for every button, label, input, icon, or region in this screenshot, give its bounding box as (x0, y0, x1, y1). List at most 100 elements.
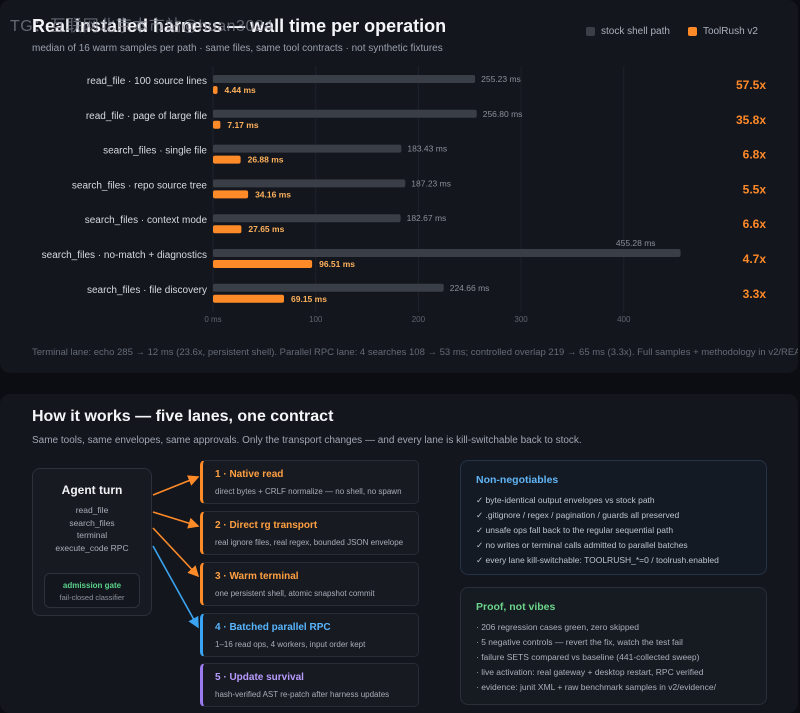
speedup-label: 35.8x (736, 113, 766, 127)
non-negotiable-item: ✓ every lane kill-switchable: TOOLRUSH_*… (476, 555, 719, 565)
non-negotiable-item: ✓ byte-identical output envelopes vs sto… (476, 495, 655, 505)
lane-description: hash-verified AST re-patch after harness… (215, 690, 390, 699)
proof-item: · 5 negative controls — revert the fix, … (476, 637, 683, 647)
stock-value-label: 183.43 ms (407, 144, 447, 154)
legend-item-stock: stock shell path (586, 26, 670, 37)
legend-item-toolrush: ToolRush v2 (687, 26, 758, 37)
lane-description: direct bytes + CRLF normalize — no shell… (215, 487, 402, 496)
stock-bar (213, 249, 681, 257)
lane-title: 4 · Batched parallel RPC (215, 622, 331, 633)
non-negotiables-title: Non-negotiables (476, 474, 559, 486)
agent-tool-item: execute_code RPC (55, 542, 129, 553)
speedup-label: 6.8x (743, 148, 767, 162)
lane-title: 5 · Update survival (215, 672, 304, 683)
lane-title: 2 · Direct rg transport (215, 520, 318, 531)
toolrush-value-label: 34.16 ms (255, 189, 291, 199)
proof-list: · 206 regression cases green, zero skipp… (476, 620, 766, 695)
toolrush-value-label: 96.51 ms (319, 259, 355, 269)
stock-value-label: 256.80 ms (483, 109, 523, 119)
proof-item: · failure SETS compared vs baseline (441… (476, 652, 700, 662)
stock-value-label: 182.67 ms (407, 213, 447, 223)
bar-chart-plot: 0 ms 100 200 300 400 read_file · 100 source l… (42, 66, 767, 324)
lane-description: one persistent shell, atomic snapshot co… (215, 589, 375, 598)
speedup-label: 4.7x (743, 252, 767, 266)
chart-footnote: Terminal lane: echo 285 → 12 ms (23.6x, … (32, 347, 798, 358)
agent-tool-item: read_file (75, 505, 109, 515)
toolrush-value-label: 27.65 ms (248, 224, 284, 234)
legend-swatch-toolrush (687, 27, 697, 36)
arrow-to-lane-4 (152, 545, 199, 629)
agent-turn-title: Agent turn (61, 483, 123, 497)
legend-swatch-stock (586, 27, 595, 36)
speedup-label: 57.5x (736, 78, 766, 92)
non-negotiable-item: ✓ no writes or terminal calls admitted t… (476, 540, 688, 550)
category-label: search_files · single file (103, 146, 207, 157)
lane-update-survival: 5 · Update survival hash-verified AST re… (200, 663, 419, 707)
stock-bar (213, 283, 444, 292)
toolrush-bar (213, 190, 249, 199)
non-negotiables-list: ✓ byte-identical output envelopes vs sto… (476, 493, 766, 568)
proof-item: · live activation: real gateway + deskto… (476, 667, 704, 677)
arrow-to-lane-3 (152, 527, 200, 578)
toolrush-bar (213, 294, 285, 303)
x-tick-label: 400 (617, 315, 631, 324)
stock-value-label: 255.23 ms (481, 74, 521, 84)
proof-item: · evidence: junit XML + raw benchmark sa… (476, 682, 716, 692)
admission-gate-box: admission gate fail-closed classifier (44, 573, 140, 608)
x-tick-label: 200 (412, 315, 426, 324)
agent-tool-item: terminal (76, 530, 108, 540)
non-negotiable-item: ✓ unsafe ops fall back to the regular se… (476, 525, 674, 535)
lane-arrows (152, 475, 200, 629)
lane-description: 1–16 read ops, 4 workers, input order ke… (215, 640, 366, 649)
proof-title: Proof, not vibes (476, 601, 556, 613)
chart-legend: stock shell path ToolRush v2 (586, 26, 758, 37)
agent-tool-item: search_files (69, 517, 115, 528)
stock-value-label: 187.23 ms (411, 178, 451, 188)
x-tick-label: 100 (309, 315, 323, 324)
arrow-to-lane-1 (152, 475, 200, 496)
lane-description: real ignore files, real regex, bounded J… (215, 538, 404, 547)
toolrush-value-label: 7.17 ms (227, 120, 258, 130)
lanes-title: How it works — five lanes, one contract (32, 408, 334, 425)
chart-title: Real installed harness — wall time per o… (32, 16, 447, 36)
toolrush-bar (213, 225, 242, 234)
toolrush-value-label: 26.88 ms (248, 155, 284, 165)
benchmark-chart-card: Real installed harness — wall time per o… (0, 0, 798, 373)
stock-bar (213, 75, 476, 83)
non-negotiables-panel: Non-negotiables ✓ byte-identical output … (460, 460, 767, 575)
lane-title: 3 · Warm terminal (215, 571, 299, 582)
how-it-works-card: How it works — five lanes, one contract … (0, 394, 798, 713)
stock-bar (213, 144, 402, 153)
toolrush-bar (213, 120, 221, 129)
agent-turn-box: Agent turn read_file search_files termin… (32, 468, 152, 616)
category-label: search_files · context mode (85, 215, 208, 226)
stock-bar (213, 109, 477, 118)
admission-gate-subtitle: fail-closed classifier (59, 593, 125, 602)
toolrush-value-label: 69.15 ms (291, 294, 327, 304)
toolrush-bar (213, 86, 218, 94)
speedup-label: 5.5x (743, 182, 767, 196)
admission-gate-title: admission gate (62, 581, 122, 590)
stock-bar (213, 214, 401, 223)
lane-direct-rg: 2 · Direct rg transport real ignore file… (200, 511, 419, 555)
stock-value-label: 455.28 ms (616, 238, 656, 248)
non-negotiable-item: ✓ .gitignore / regex / pagination / guar… (476, 510, 680, 520)
toolrush-value-label: 4.44 ms (225, 85, 256, 95)
legend-label-stock: stock shell path (601, 26, 670, 37)
toolrush-bar (213, 155, 241, 164)
legend-label-toolrush: ToolRush v2 (702, 26, 758, 37)
proof-panel: Proof, not vibes · 206 regression cases … (460, 587, 767, 705)
x-tick-label: 300 (514, 315, 528, 324)
proof-item: · 206 regression cases green, zero skipp… (476, 622, 640, 632)
lane-batched-rpc: 4 · Batched parallel RPC 1–16 read ops, … (200, 613, 419, 657)
stock-value-label: 224.66 ms (450, 283, 490, 293)
chart-subtitle: median of 16 warm samples per path · sam… (32, 43, 443, 54)
toolrush-bar (213, 260, 313, 268)
stock-bar (213, 179, 406, 188)
category-label: search_files · file discovery (87, 285, 207, 296)
x-tick-label: 0 ms (204, 315, 221, 324)
category-label: read_file · 100 source lines (87, 76, 207, 87)
lane-warm-terminal: 3 · Warm terminal one persistent shell, … (200, 562, 419, 606)
lanes-subtitle: Same tools, same envelopes, same approva… (32, 435, 582, 446)
agent-tool-list: read_file search_files terminal execute_… (33, 504, 151, 554)
